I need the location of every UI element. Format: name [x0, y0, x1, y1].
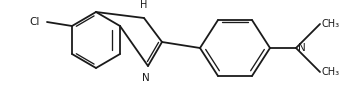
Text: H: H	[140, 0, 148, 10]
Text: Cl: Cl	[29, 17, 40, 27]
Text: N: N	[298, 43, 305, 53]
Text: CH₃: CH₃	[322, 67, 340, 77]
Text: CH₃: CH₃	[322, 19, 340, 29]
Text: N: N	[142, 73, 150, 83]
